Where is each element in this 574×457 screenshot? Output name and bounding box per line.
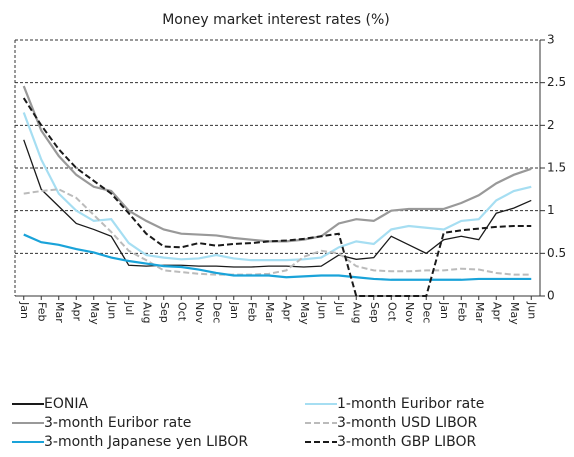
legend-label: 3-month USD LIBOR bbox=[337, 415, 478, 431]
x-tick-label: Jan bbox=[438, 301, 451, 319]
legend-label: EONIA bbox=[44, 396, 88, 412]
y-tick-label: 1 bbox=[547, 203, 555, 217]
x-tick-label: Mar bbox=[53, 302, 66, 323]
series-line bbox=[23, 139, 532, 268]
series-line bbox=[22, 112, 532, 262]
legend-label: 3-month Euribor rate bbox=[44, 415, 191, 431]
y-tick-label: 2.5 bbox=[547, 75, 566, 89]
x-tick-label: Nov bbox=[403, 302, 416, 324]
x-tick-label: Jan bbox=[228, 301, 241, 319]
x-tick-label: Feb bbox=[455, 302, 468, 321]
x-tick-label: Sep bbox=[158, 302, 171, 323]
x-tick-label: Dec bbox=[420, 302, 433, 323]
x-tick-label: Sep bbox=[368, 302, 381, 323]
legend-label: 1-month Euribor rate bbox=[337, 396, 484, 412]
x-tick-label: May bbox=[508, 302, 521, 325]
y-tick-label: 2 bbox=[547, 118, 555, 132]
legend-label: 3-month Japanese yen LIBOR bbox=[44, 434, 248, 450]
x-tick-label: Mar bbox=[473, 302, 486, 323]
x-tick-label: Jun bbox=[315, 301, 328, 319]
x-tick-label: Jul bbox=[123, 301, 136, 315]
x-tick-label: Jun bbox=[105, 301, 118, 319]
chart-title: Money market interest rates (%) bbox=[162, 12, 390, 28]
x-tick-label: Aug bbox=[140, 302, 153, 323]
y-tick-label: 3 bbox=[547, 33, 555, 47]
series-line bbox=[22, 97, 532, 297]
x-tick-label: Oct bbox=[175, 302, 188, 322]
x-tick-label: Dec bbox=[210, 302, 223, 323]
y-tick-label: 1.5 bbox=[547, 161, 566, 175]
x-tick-label: Feb bbox=[245, 302, 258, 321]
series-line bbox=[22, 85, 532, 243]
x-tick-label: Jul bbox=[333, 301, 346, 315]
y-tick-label: 0.5 bbox=[547, 246, 566, 260]
x-tick-label: Oct bbox=[385, 302, 398, 322]
x-tick-label: Feb bbox=[35, 302, 48, 321]
x-tick-label: Jan bbox=[18, 301, 31, 319]
x-tick-label: Apr bbox=[490, 302, 503, 322]
x-tick-label: Apr bbox=[70, 302, 83, 322]
legend-label: 3-month GBP LIBOR bbox=[337, 434, 477, 450]
x-tick-label: Mar bbox=[263, 302, 276, 323]
x-tick-label: May bbox=[298, 302, 311, 325]
series-line bbox=[23, 188, 532, 276]
x-tick-label: Apr bbox=[280, 302, 293, 322]
y-tick-label: 0 bbox=[547, 289, 555, 303]
x-tick-label: Jun bbox=[525, 301, 538, 319]
x-tick-label: May bbox=[88, 302, 101, 325]
x-tick-label: Aug bbox=[350, 302, 363, 323]
x-tick-label: Nov bbox=[193, 302, 206, 324]
series-line bbox=[23, 233, 532, 281]
